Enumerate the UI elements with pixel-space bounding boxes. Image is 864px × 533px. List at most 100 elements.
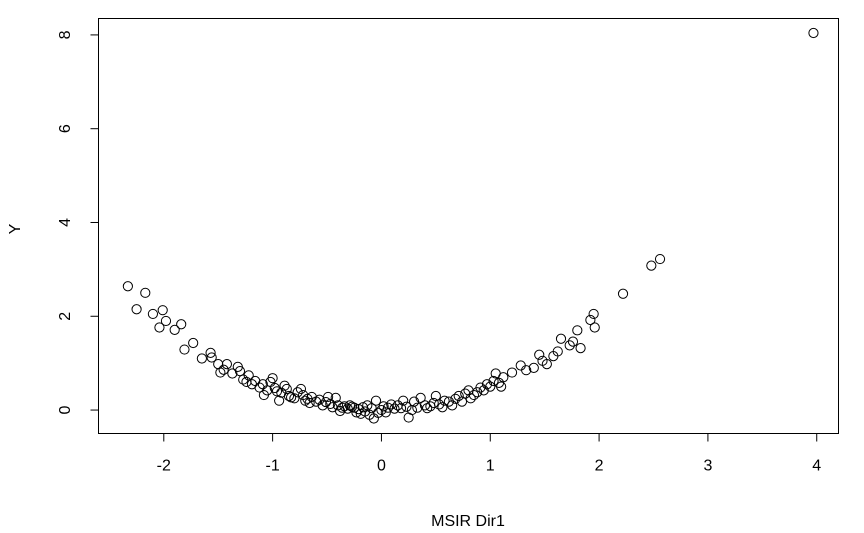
data-point [283, 390, 295, 402]
y-axis-label: Y [7, 223, 24, 234]
data-point [176, 319, 187, 330]
data-point [147, 308, 159, 320]
data-point [496, 381, 507, 392]
x-tick-label: 4 [812, 458, 821, 475]
data-point [478, 385, 489, 396]
data-point [555, 333, 567, 344]
data-point [521, 365, 532, 376]
data-point [325, 398, 336, 410]
data-point [408, 396, 420, 407]
data-point [808, 27, 819, 39]
data-point [267, 373, 278, 384]
data-point [646, 260, 657, 271]
data-point [314, 394, 325, 405]
data-point [406, 404, 418, 416]
data-point [169, 324, 180, 335]
data-point [439, 395, 450, 406]
data-point [380, 407, 391, 418]
data-point [339, 401, 350, 412]
data-point [575, 343, 586, 354]
data-point [292, 387, 303, 398]
data-point [122, 281, 133, 292]
data-point [323, 391, 334, 403]
data-point [585, 314, 596, 326]
data-point [140, 287, 151, 298]
data-point [428, 397, 439, 409]
y-axis: 0 2 4 6 8 [57, 30, 99, 415]
data-point [401, 401, 412, 412]
x-tick-label: -2 [157, 458, 171, 475]
data-point [279, 380, 290, 391]
data-point [241, 376, 252, 388]
data-point [534, 349, 545, 360]
data-point [213, 358, 224, 370]
data-point [450, 393, 461, 404]
data-point [434, 399, 445, 410]
x-tick-label: 3 [703, 458, 712, 475]
y-tick-label: 8 [57, 30, 74, 39]
data-point [337, 402, 348, 413]
data-point [370, 395, 382, 406]
data-point [227, 368, 238, 379]
data-point [498, 372, 509, 383]
data-point [564, 340, 575, 351]
data-point [447, 400, 458, 411]
data-point [382, 402, 394, 413]
data-point [398, 395, 409, 406]
x-tick-label: -1 [266, 458, 280, 475]
data-point [443, 396, 455, 407]
data-point [281, 383, 292, 395]
data-point [274, 395, 285, 406]
data-point [342, 403, 353, 414]
data-point [160, 315, 172, 327]
data-point [206, 352, 217, 363]
x-tick-label: 0 [377, 458, 386, 475]
y-tick-label: 0 [57, 406, 74, 415]
data-point [572, 325, 583, 336]
data-point [311, 396, 322, 407]
data-point [541, 358, 552, 370]
data-point [395, 403, 407, 414]
data-point [468, 389, 480, 401]
data-point [528, 362, 539, 373]
data-point [179, 344, 190, 355]
data-point [157, 305, 168, 316]
data-point [289, 393, 300, 404]
data-point [317, 400, 328, 411]
data-point [304, 397, 315, 409]
data-point [465, 393, 476, 404]
data-point [373, 407, 384, 418]
data-point [188, 337, 199, 349]
data-point [215, 367, 226, 378]
data-point [415, 392, 426, 403]
x-axis-label: MSIR Dir1 [431, 513, 505, 530]
data-point [481, 379, 493, 390]
data-point [437, 402, 448, 413]
data-point [485, 381, 496, 392]
y-tick-label: 2 [57, 312, 74, 321]
points-layer [122, 27, 819, 424]
y-tick-label: 4 [57, 218, 74, 227]
data-point [389, 403, 400, 414]
data-point [589, 322, 600, 333]
data-point [515, 360, 526, 371]
data-point [218, 364, 229, 375]
data-point [243, 370, 254, 381]
data-point [617, 288, 629, 299]
data-point [412, 402, 423, 413]
data-point [221, 358, 233, 370]
data-point [154, 322, 165, 333]
plot-frame [98, 18, 839, 434]
x-axis: -2 -1 0 1 2 3 4 [157, 433, 821, 475]
data-point [320, 396, 332, 408]
data-point [422, 403, 433, 414]
data-point [205, 347, 216, 358]
data-point [453, 390, 464, 402]
data-point [552, 346, 563, 357]
data-point [271, 386, 283, 397]
data-point [295, 383, 307, 395]
data-point [654, 253, 666, 265]
data-point [131, 304, 142, 315]
data-point [378, 401, 389, 412]
